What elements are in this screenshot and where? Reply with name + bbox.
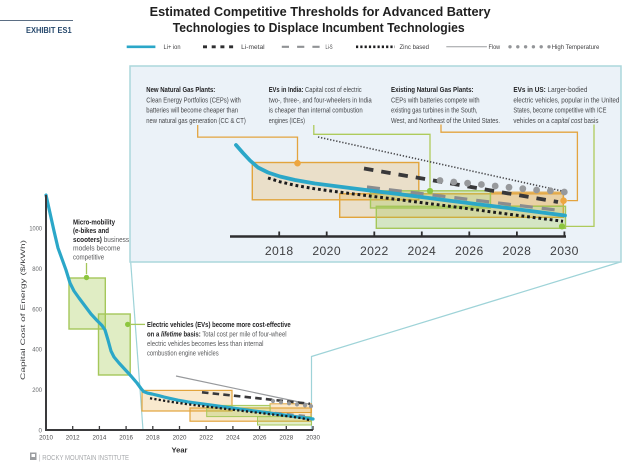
svg-text:2022: 2022 — [360, 244, 389, 258]
svg-text:engines (ICEs): engines (ICEs) — [269, 118, 305, 125]
svg-text:combustion engine vehicles: combustion engine vehicles — [147, 351, 219, 358]
svg-text:Micro-mobility: Micro-mobility — [73, 220, 115, 227]
svg-text:2024: 2024 — [407, 244, 436, 258]
svg-text:electric vehicles, popular in: electric vehicles, popular in the United — [513, 97, 619, 104]
svg-text:400: 400 — [32, 347, 42, 354]
svg-text:existing gas turbines in the S: existing gas turbines in the South, — [391, 108, 478, 115]
svg-text:200: 200 — [32, 387, 42, 394]
svg-text:2020: 2020 — [173, 435, 187, 442]
svg-text:2014: 2014 — [93, 435, 107, 442]
svg-text:1000: 1000 — [29, 226, 42, 233]
svg-text:Existing Natural Gas Plants:: Existing Natural Gas Plants: — [391, 87, 474, 94]
svg-text:scooters) business: scooters) business — [73, 237, 130, 244]
svg-text:two-, three-, and four-wheeler: two-, three-, and four-wheelers in India — [269, 97, 372, 104]
svg-text:Capital Cost of Energy ($/kWh): Capital Cost of Energy ($/kWh) — [20, 240, 27, 380]
svg-text:2026: 2026 — [455, 244, 484, 258]
svg-text:vehicles on a capital cost bas: vehicles on a capital cost basis — [513, 118, 599, 125]
svg-text:new natural gas generation (CC: new natural gas generation (CC & CT) — [146, 118, 246, 125]
svg-text:competitive: competitive — [73, 254, 104, 261]
svg-text:2010: 2010 — [39, 435, 53, 442]
svg-text:EVs in India: Capital cost of: EVs in India: Capital cost of electric — [269, 87, 362, 94]
svg-text:High Temperature: High Temperature — [552, 45, 600, 51]
svg-text:EXHIBIT ES1: EXHIBIT ES1 — [26, 26, 72, 35]
svg-text:Flow: Flow — [489, 45, 501, 51]
svg-text:(e-bikes and: (e-bikes and — [73, 228, 109, 235]
svg-text:2024: 2024 — [226, 435, 240, 442]
svg-text:models become: models become — [73, 246, 120, 253]
svg-text:Li+ ion: Li+ ion — [164, 45, 181, 51]
svg-text:Li-metal: Li-metal — [241, 45, 264, 51]
svg-text:on a lifetime basis: Total cos: on a lifetime basis: Total cost per mile… — [147, 332, 287, 339]
svg-text:EVs in US: Larger-bodied: EVs in US: Larger-bodied — [513, 87, 587, 94]
svg-text:batteries will become cheaper: batteries will become cheaper than — [146, 108, 238, 115]
svg-text:New Natural Gas Plants:: New Natural Gas Plants: — [146, 87, 215, 94]
svg-text:States, become competitive wit: States, become competitive with ICE — [513, 108, 606, 115]
svg-text:West, and Northeast of the Uni: West, and Northeast of the United States… — [391, 118, 500, 125]
svg-text:Zinc based: Zinc based — [400, 45, 430, 51]
svg-text:2018: 2018 — [265, 244, 294, 258]
svg-text:2026: 2026 — [253, 435, 267, 442]
svg-text:Estimated Competitive Threshol: Estimated Competitive Thresholds for Adv… — [150, 4, 492, 19]
svg-text:| ROCKY MOUNTAIN INSTITUTE: | ROCKY MOUNTAIN INSTITUTE — [39, 455, 129, 462]
svg-text:2022: 2022 — [199, 435, 213, 442]
svg-text:CEPs with batteries compete wi: CEPs with batteries compete with — [391, 97, 480, 104]
svg-text:2028: 2028 — [503, 244, 532, 258]
svg-text:Li-S: Li-S — [326, 45, 333, 51]
svg-text:2028: 2028 — [279, 435, 293, 442]
svg-text:600: 600 — [32, 306, 42, 313]
svg-text:2018: 2018 — [146, 435, 160, 442]
svg-text:2030: 2030 — [306, 435, 320, 442]
svg-text:Clean Energy Portfolios (CEPs): Clean Energy Portfolios (CEPs) with — [146, 97, 241, 104]
svg-text:Electric vehicles (EVs) become: Electric vehicles (EVs) become more cost… — [147, 322, 291, 329]
svg-text:2020: 2020 — [312, 244, 341, 258]
svg-text:0: 0 — [39, 428, 43, 435]
svg-text:2030: 2030 — [550, 244, 579, 258]
svg-text:is cheaper than internal combu: is cheaper than internal combustion — [269, 108, 363, 115]
svg-text:2012: 2012 — [66, 435, 80, 442]
svg-text:800: 800 — [32, 266, 42, 273]
svg-text:Technologies to Displace Incum: Technologies to Displace Incumbent Techn… — [173, 20, 465, 35]
svg-text:Year: Year — [172, 448, 188, 455]
svg-text:2016: 2016 — [119, 435, 133, 442]
svg-text:electric vehicles becomes less: electric vehicles becomes less than inte… — [147, 341, 264, 348]
